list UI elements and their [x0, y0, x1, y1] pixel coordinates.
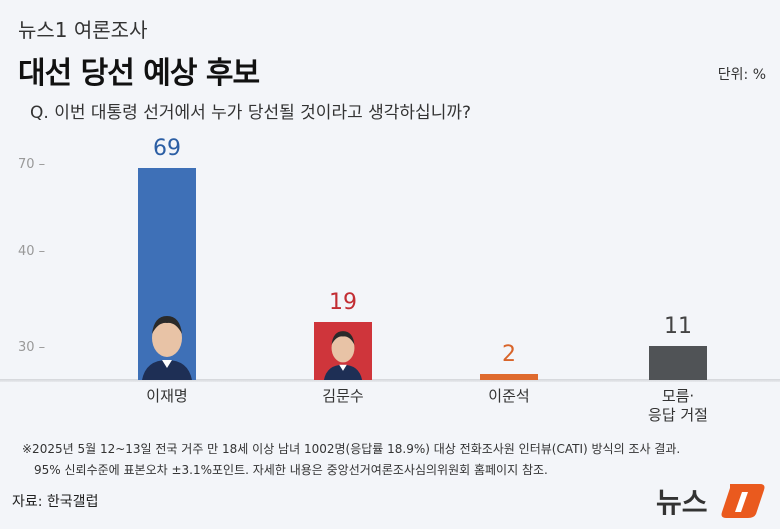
- category-label-4: 모름· 응답 거절: [618, 387, 738, 425]
- candidate-photo-2: [322, 325, 364, 380]
- y-tick-70: 70 –: [18, 157, 46, 172]
- category-label-1: 이재명: [107, 387, 227, 406]
- candidate-photo-1: [142, 308, 192, 380]
- news1-logo: 뉴스: [656, 480, 766, 524]
- y-tick-40: 40 –: [18, 244, 46, 259]
- value-label-2: 19: [329, 289, 357, 315]
- value-label-4: 11: [664, 314, 692, 340]
- kicker: 뉴스1 여론조사: [18, 18, 148, 42]
- category-label-line: 모름·: [661, 387, 695, 405]
- bar-3: [480, 373, 538, 380]
- source: 자료: 한국갤럽: [12, 494, 99, 510]
- value-label-1: 69: [153, 136, 181, 162]
- y-tick-30: 30 –: [18, 340, 46, 355]
- category-label-line: 김문수: [322, 387, 364, 405]
- svg-text:뉴스: 뉴스: [656, 486, 708, 519]
- unit-label: 단위: %: [717, 67, 766, 83]
- bar-4: [649, 346, 707, 380]
- footnote-2: 95% 신뢰수준에 표본오차 ±3.1%포인트. 자세한 내용은 중앙선거여론조…: [34, 463, 548, 477]
- question: Q. 이번 대통령 선거에서 누가 당선될 것이라고 생각하십니까?: [30, 103, 471, 123]
- category-label-3: 이준석: [449, 387, 569, 406]
- category-label-line: 응답 거절: [648, 406, 708, 424]
- category-label-line: 이준석: [488, 387, 530, 405]
- page-title: 대선 당선 예상 후보: [18, 56, 260, 91]
- footnote-1: ※2025년 5월 12~13일 전국 거주 만 18세 이상 남녀 1002명…: [22, 442, 681, 456]
- category-label-2: 김문수: [283, 387, 403, 406]
- category-label-line: 이재명: [146, 387, 188, 405]
- value-label-3: 2: [502, 341, 516, 367]
- baseline: [0, 379, 780, 382]
